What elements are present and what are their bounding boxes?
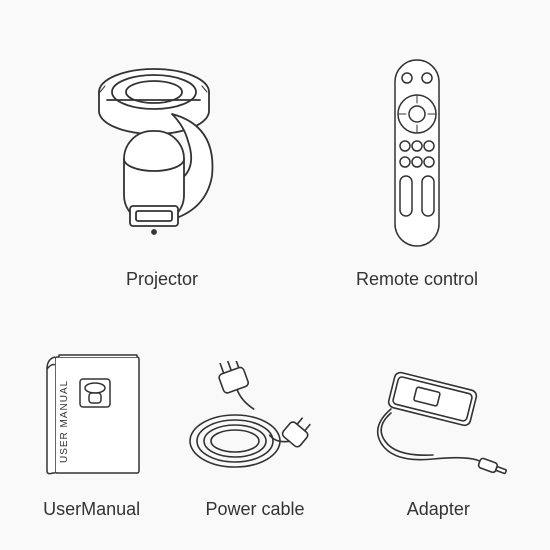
item-projector: Projector: [72, 56, 252, 290]
item-manual: USER MANUAL UserManual: [37, 351, 147, 520]
label-cable: Power cable: [205, 499, 304, 520]
projector-icon: [72, 56, 252, 251]
item-cable: Power cable: [180, 361, 330, 520]
label-manual: UserManual: [43, 499, 140, 520]
adapter-icon: [363, 371, 513, 481]
label-adapter: Adapter: [407, 499, 470, 520]
label-remote: Remote control: [356, 269, 478, 290]
item-remote: Remote control: [356, 56, 478, 290]
svg-text:USER MANUAL: USER MANUAL: [59, 380, 70, 463]
user-manual-icon: USER MANUAL: [37, 351, 147, 481]
item-adapter: Adapter: [363, 371, 513, 520]
package-contents-row-2: USER MANUAL UserManual: [20, 340, 530, 520]
package-contents-row-1: Projector: [20, 30, 530, 290]
label-projector: Projector: [126, 269, 198, 290]
remote-control-icon: [387, 56, 447, 251]
power-cable-icon: [180, 361, 330, 481]
